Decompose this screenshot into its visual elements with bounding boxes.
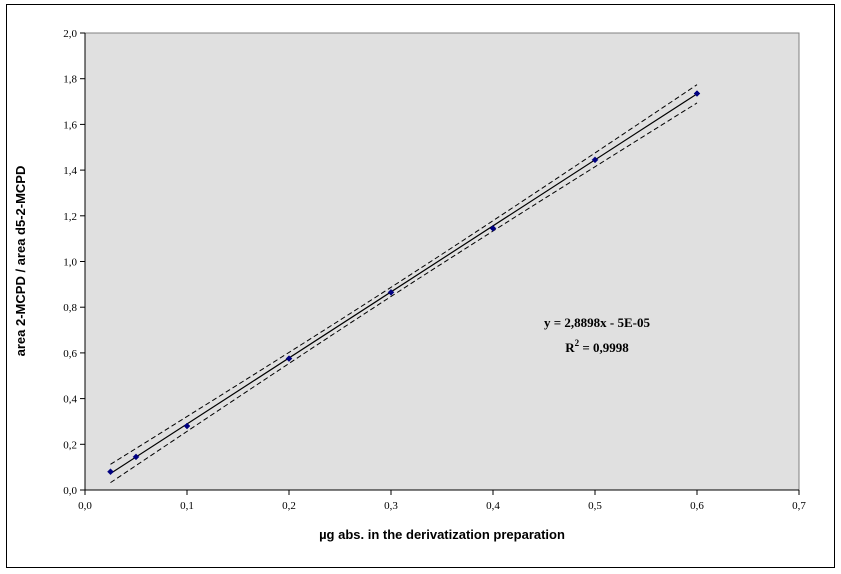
y-tick-label: 0,8 bbox=[63, 302, 77, 314]
data-point bbox=[693, 90, 701, 97]
r-squared-value: = 0,9998 bbox=[579, 340, 629, 355]
y-tick-label: 1,2 bbox=[63, 211, 77, 223]
y-tick-label: 0,4 bbox=[63, 394, 77, 406]
y-tick-label: 0,2 bbox=[63, 439, 77, 451]
r-squared-label: R2 = 0,9998 bbox=[565, 338, 629, 355]
plot-area bbox=[84, 32, 800, 491]
chart-frame: 0,0 0,1 0,2 0,3 0,4 0,5 0,6 0,7 0,0 0,2 0,4 0,6 0,8… bbox=[6, 4, 835, 568]
data-point bbox=[591, 156, 599, 164]
x-ticks: 0,0 0,1 0,2 0,3 0,4 0,5 0,6 0,7 bbox=[78, 490, 806, 512]
data-points bbox=[107, 90, 701, 476]
r-squared-prefix: R bbox=[565, 340, 575, 355]
data-point bbox=[183, 422, 191, 430]
x-tick-label: 0,4 bbox=[486, 500, 500, 512]
data-point bbox=[132, 453, 140, 461]
y-tick-label: 1,4 bbox=[63, 165, 77, 177]
y-tick-label: 2,0 bbox=[63, 28, 77, 40]
x-tick-label: 0,6 bbox=[690, 500, 704, 512]
calibration-chart: 0,0 0,1 0,2 0,3 0,4 0,5 0,6 0,7 0,0 0,2 0,4 0,6 0,8… bbox=[13, 28, 806, 542]
data-point bbox=[489, 225, 497, 232]
r-squared-superscript: 2 bbox=[575, 338, 580, 348]
data-point bbox=[285, 355, 293, 362]
x-tick-label: 0,7 bbox=[792, 500, 806, 512]
y-tick-label: 1,0 bbox=[63, 257, 77, 269]
y-tick-label: 1,8 bbox=[63, 74, 77, 86]
y-tick-label: 0,0 bbox=[63, 485, 77, 497]
x-tick-label: 0,2 bbox=[282, 500, 296, 512]
regression-equation: y = 2,8898x - 5E-05 bbox=[544, 315, 650, 330]
x-tick-label: 0,1 bbox=[180, 500, 194, 512]
y-tick-label: 0,6 bbox=[63, 348, 77, 360]
trendline bbox=[110, 93, 698, 475]
data-point bbox=[107, 468, 114, 476]
y-axis-title: area 2-MCPD / area d5-2-MCPD bbox=[13, 166, 28, 357]
x-axis-title: µg abs. in the derivatization preparatio… bbox=[319, 527, 565, 542]
upper-confidence-curve bbox=[110, 84, 698, 465]
x-tick-label: 0,0 bbox=[78, 500, 92, 512]
x-tick-label: 0,5 bbox=[588, 500, 602, 512]
x-tick-label: 0,3 bbox=[384, 500, 398, 512]
data-point bbox=[387, 288, 395, 296]
confidence-band bbox=[110, 84, 698, 484]
y-ticks: 0,0 0,2 0,4 0,6 0,8 1,0 1,2 1,4 1,6 1,8 2,0 bbox=[63, 28, 85, 497]
y-tick-label: 1,6 bbox=[63, 119, 77, 131]
trendline-line bbox=[110, 93, 698, 475]
